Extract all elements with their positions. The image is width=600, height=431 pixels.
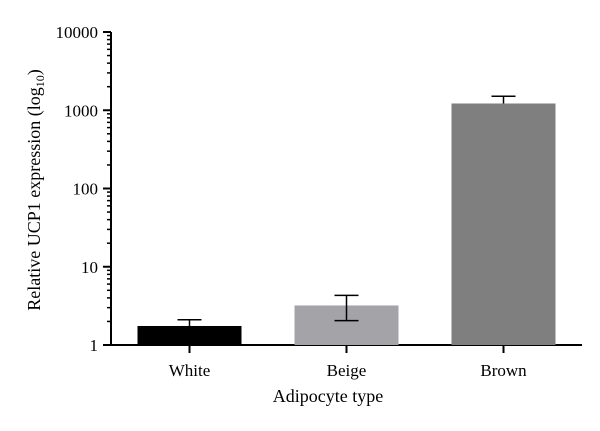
y-tick-label: 1000	[64, 101, 98, 120]
x-tick-label: White	[169, 361, 211, 380]
y-axis-label: Relative UCP1 expression (log10)	[24, 69, 47, 310]
y-axis-label-subscript: 10	[33, 75, 47, 87]
y-axis: 1 10 100 1000 10000	[56, 23, 112, 355]
y-tick-label: 10000	[56, 23, 99, 42]
x-axis: White Beige Brown	[111, 344, 582, 380]
error-bars-group	[177, 95, 516, 326]
y-tick-label: 100	[73, 180, 99, 199]
y-tick-label: 10	[81, 258, 98, 277]
x-tick-label: Beige	[327, 361, 367, 380]
x-tick-label: Brown	[480, 361, 527, 380]
y-tick-label: 1	[90, 336, 99, 355]
bar-brown	[451, 103, 556, 345]
y-axis-label-suffix: )	[24, 69, 45, 75]
x-axis-label: Adipocyte type	[273, 386, 383, 406]
bar-white	[137, 325, 242, 345]
y-axis-label-main: Relative UCP1 expression (log	[24, 87, 45, 310]
